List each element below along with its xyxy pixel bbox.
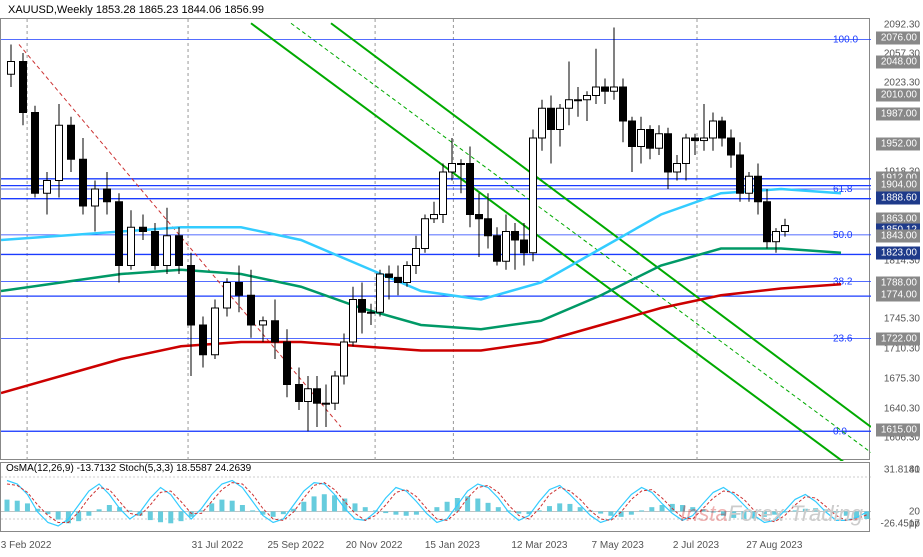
y-axis-sub: 31.8141-26.45178020pp (870, 462, 923, 532)
svg-text:23.6: 23.6 (833, 334, 853, 345)
main-price-chart: 100.061.850.038.223.60.0 (0, 18, 870, 460)
x-axis: 3 Feb 202231 Jul 202225 Sep 202220 Nov 2… (0, 533, 870, 553)
main-chart-svg: 100.061.850.038.223.60.0 (1, 19, 871, 461)
svg-text:100.0: 100.0 (833, 34, 858, 45)
svg-text:50.0: 50.0 (833, 230, 853, 241)
chart-title: XAUUSD,Weekly 1853.28 1865.23 1844.06 18… (8, 4, 264, 16)
svg-text:38.2: 38.2 (833, 277, 853, 288)
chart-container: XAUUSD,Weekly 1853.28 1865.23 1844.06 18… (0, 0, 923, 557)
indicator-title: OsMA(12,26,9) -13.7132 Stoch(5,3,3) 18.5… (6, 463, 251, 474)
y-axis-main: 2092.302057.302023.301988.301953.301918.… (870, 18, 923, 460)
svg-text:0.0: 0.0 (833, 426, 847, 437)
